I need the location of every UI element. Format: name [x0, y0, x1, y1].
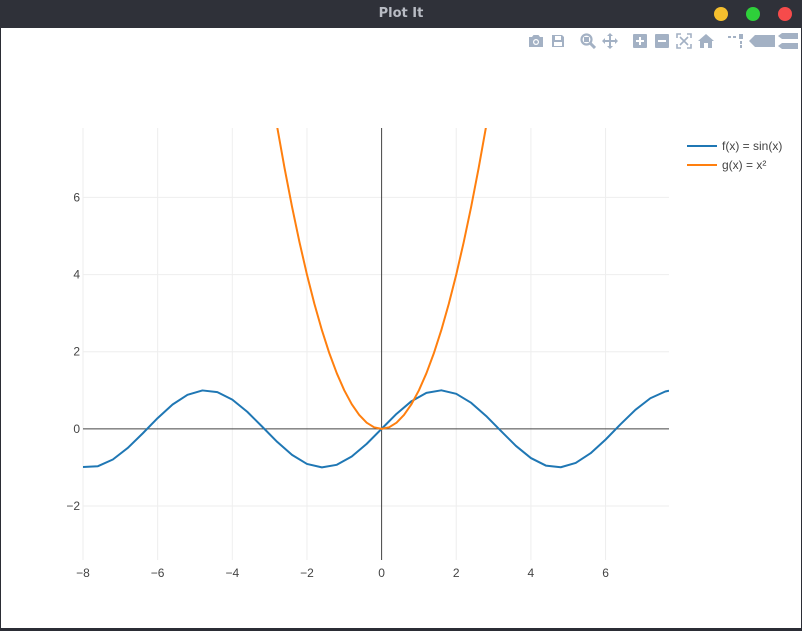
x-tick-label: 6	[602, 566, 609, 580]
hover-closest-icon[interactable]	[747, 32, 777, 50]
close-button[interactable]	[778, 7, 792, 21]
legend: f(x) = sin(x) g(x) = x²	[687, 136, 782, 174]
window-title: Plot It	[378, 6, 424, 21]
modebar	[525, 32, 799, 50]
zoom-in-icon[interactable]	[629, 32, 651, 50]
pan-icon[interactable]	[599, 32, 621, 50]
spike-lines-icon[interactable]	[725, 32, 747, 50]
x-tick-label: 4	[528, 566, 535, 580]
title-bar[interactable]: Plot It	[0, 0, 802, 28]
zoom-out-icon[interactable]	[651, 32, 673, 50]
legend-item-square[interactable]: g(x) = x²	[687, 155, 782, 174]
legend-label-square: g(x) = x²	[722, 157, 767, 172]
x-tick-label: −6	[151, 566, 165, 580]
y-tick-label: 2	[73, 345, 80, 359]
x-tick-label: −2	[300, 566, 314, 580]
legend-label-sin: f(x) = sin(x)	[722, 138, 783, 153]
zoom-icon[interactable]	[577, 32, 599, 50]
x-tick-label: 2	[453, 566, 460, 580]
plot-area: −8 −6 −4 −2 0 2 4 6 −2 0 2 4 6 f(x) = sin(x) g(x) = …	[1, 28, 801, 628]
save-icon[interactable]	[547, 32, 569, 50]
legend-swatch-sin	[687, 144, 717, 147]
legend-swatch-square	[687, 163, 717, 166]
maximize-button[interactable]	[746, 7, 760, 21]
autoscale-icon[interactable]	[673, 32, 695, 50]
y-tick-label: 0	[73, 422, 80, 436]
y-tick-label: 6	[73, 190, 80, 204]
x-tick-label: 0	[378, 566, 385, 580]
x-tick-label: −8	[76, 566, 90, 580]
y-tick-label: 4	[73, 268, 80, 282]
chart-svg[interactable]: −8 −6 −4 −2 0 2 4 6 −2 0 2 4 6	[1, 28, 801, 628]
legend-item-sin[interactable]: f(x) = sin(x)	[687, 136, 782, 155]
minimize-button[interactable]	[714, 7, 728, 21]
x-tick-label: −4	[225, 566, 239, 580]
camera-icon[interactable]	[525, 32, 547, 50]
home-icon[interactable]	[695, 32, 717, 50]
y-tick-label: −2	[66, 499, 80, 513]
series-line-1	[276, 128, 487, 430]
hover-compare-icon[interactable]	[777, 32, 799, 50]
